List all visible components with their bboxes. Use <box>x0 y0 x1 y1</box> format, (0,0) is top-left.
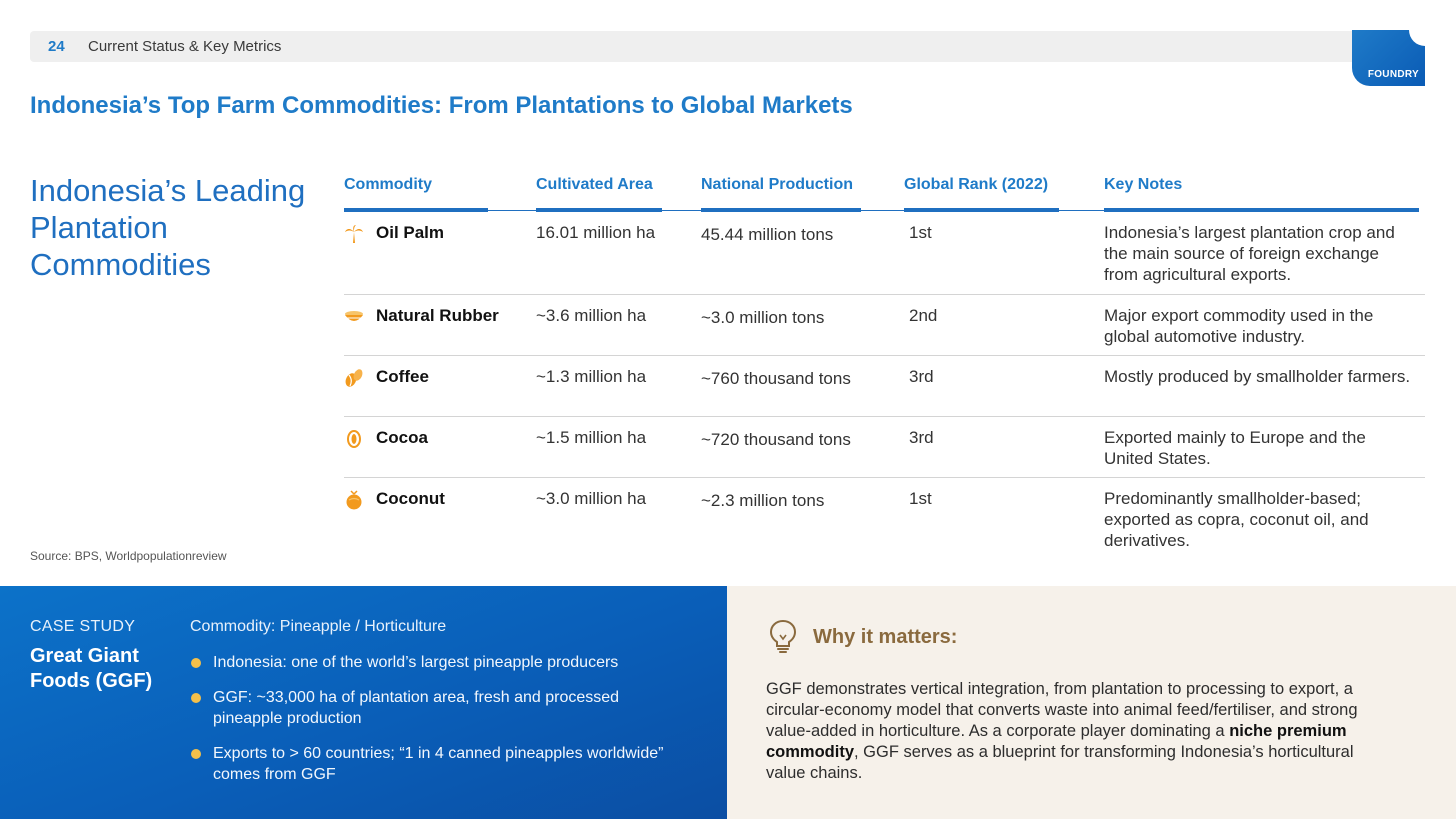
list-item: Indonesia: one of the world’s largest pi… <box>190 652 680 673</box>
cultivated-area: ~3.0 million ha <box>536 489 647 508</box>
coconut-icon <box>344 490 366 510</box>
cultivated-area: ~3.6 million ha <box>536 306 647 325</box>
key-notes: Exported mainly to Europe and the United… <box>1104 428 1366 468</box>
bullet-dot-icon <box>191 693 201 703</box>
section-title: Current Status & Key Metrics <box>88 38 282 55</box>
case-study-panel: CASE STUDY Great Giant Foods (GGF) Commo… <box>0 586 727 819</box>
commodity-name: Cocoa <box>376 428 428 447</box>
case-study-bullets: Indonesia: one of the world’s largest pi… <box>190 652 680 799</box>
commodity-name: Natural Rubber <box>376 306 499 325</box>
table-row: Coffee ~1.3 million ha ~760 thousand ton… <box>344 356 1425 417</box>
coffee-bean-icon <box>344 368 366 388</box>
logo-text: FOUNDRY <box>1367 69 1419 80</box>
commodity-name: Coconut <box>376 489 445 508</box>
key-notes: Predominantly smallholder-based; exporte… <box>1104 489 1369 550</box>
bullet-dot-icon <box>191 749 201 759</box>
global-rank: 2nd <box>909 306 938 325</box>
table-row: Natural Rubber ~3.6 million ha ~3.0 mill… <box>344 295 1425 356</box>
header-bar: 24 Current Status & Key Metrics <box>30 31 1425 62</box>
national-production: ~760 thousand tons <box>701 369 851 388</box>
foundry-logo: FOUNDRY <box>1352 30 1425 86</box>
why-it-matters-panel: Why it matters: GGF demonstrates vertica… <box>727 586 1456 819</box>
global-rank: 3rd <box>909 367 934 386</box>
column-header-notes: Key Notes <box>1104 176 1183 193</box>
cultivated-area: ~1.3 million ha <box>536 367 647 386</box>
table-row: Cocoa ~1.5 million ha ~720 thousand tons… <box>344 417 1425 478</box>
commodities-table: Commodity Cultivated Area National Produ… <box>344 170 1425 550</box>
table-row: Oil Palm 16.01 million ha 45.44 million … <box>344 212 1425 295</box>
list-item: GGF: ~33,000 ha of plantation area, fres… <box>190 687 680 729</box>
cocoa-pod-icon <box>344 429 366 449</box>
key-notes: Indonesia’s largest plantation crop and … <box>1104 223 1395 284</box>
cultivated-area: 16.01 million ha <box>536 223 656 242</box>
source-note: Source: BPS, Worldpopulationreview <box>30 549 227 563</box>
global-rank: 1st <box>909 223 932 242</box>
commodity-name: Oil Palm <box>376 223 445 242</box>
commodity-name: Coffee <box>376 367 429 386</box>
side-heading: Indonesia’s Leading Plantation Commoditi… <box>30 173 306 282</box>
national-production: 45.44 million tons <box>701 225 834 244</box>
table-row: Coconut ~3.0 million ha ~2.3 million ton… <box>344 478 1425 550</box>
key-notes: Mostly produced by smallholder farmers. <box>1104 367 1411 386</box>
list-item: Exports to > 60 countries; “1 in 4 canne… <box>190 743 680 785</box>
cultivated-area: ~1.5 million ha <box>536 428 647 447</box>
column-header-rank: Global Rank (2022) <box>904 176 1049 193</box>
global-rank: 3rd <box>909 428 934 447</box>
key-notes: Major export commodity used in the globa… <box>1104 306 1374 346</box>
why-it-matters-title: Why it matters: <box>813 626 958 648</box>
emphasis-text: niche premium commodity <box>766 722 1347 761</box>
why-it-matters-text: GGF demonstrates vertical integration, f… <box>766 680 1358 782</box>
national-production: ~720 thousand tons <box>701 430 851 449</box>
national-production: ~3.0 million tons <box>701 308 825 327</box>
palm-tree-icon <box>344 224 366 244</box>
case-study-commodity: Commodity: Pineapple / Horticulture <box>190 618 447 635</box>
column-header-production: National Production <box>701 176 853 193</box>
case-study-company: Great Giant Foods (GGF) <box>30 645 153 692</box>
page-title: Indonesia’s Top Farm Commodities: From P… <box>30 92 853 119</box>
lightbulb-icon <box>767 618 799 654</box>
table-header: Commodity Cultivated Area National Produ… <box>344 170 1425 212</box>
page-number: 24 <box>48 38 65 55</box>
national-production: ~2.3 million tons <box>701 491 825 510</box>
bullet-dot-icon <box>191 658 201 668</box>
global-rank: 1st <box>909 489 932 508</box>
case-study-label: CASE STUDY <box>30 618 136 635</box>
rubber-bowl-icon <box>344 307 366 327</box>
column-header-commodity: Commodity <box>344 176 432 193</box>
column-header-area: Cultivated Area <box>536 176 653 193</box>
